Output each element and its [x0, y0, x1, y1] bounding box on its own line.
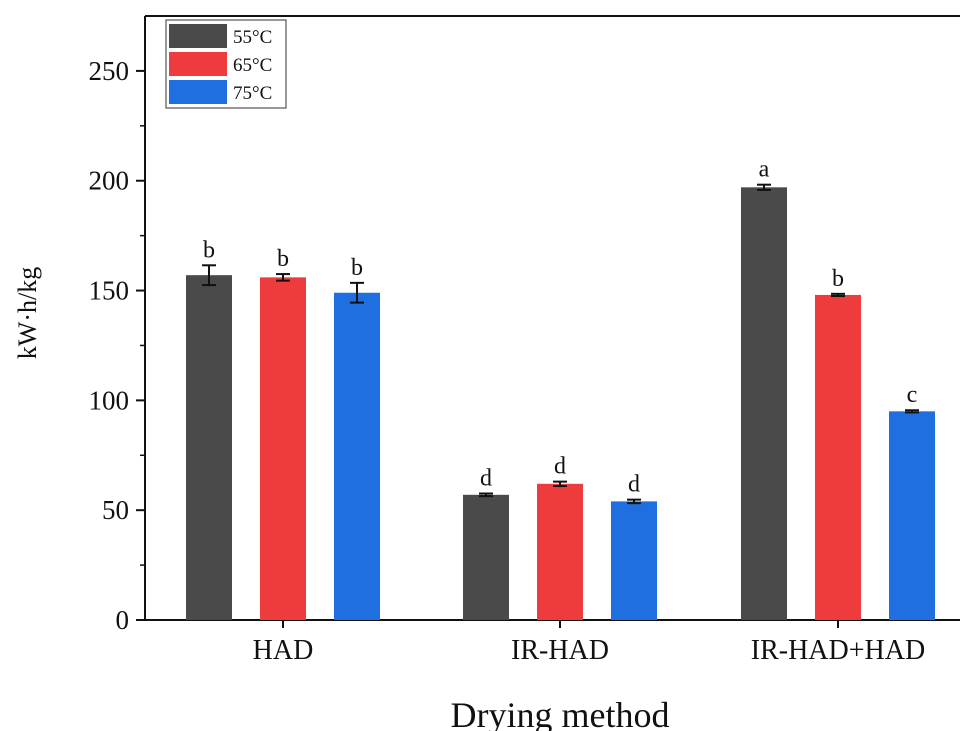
- x-tick-label: HAD: [253, 635, 314, 666]
- x-tick-label: IR-HAD+HAD: [751, 635, 925, 666]
- legend-label: 75°C: [233, 83, 272, 104]
- x-axis-title: Drying method: [451, 695, 670, 731]
- bar: [260, 277, 306, 620]
- y-tick-label: 0: [116, 605, 130, 635]
- legend-label: 55°C: [233, 27, 272, 48]
- x-tick-label: IR-HAD: [511, 635, 609, 666]
- significance-label: d: [628, 472, 640, 498]
- bar: [889, 411, 935, 620]
- bar: [186, 275, 232, 620]
- significance-label: b: [277, 246, 289, 272]
- bar: [611, 501, 657, 620]
- bar: [741, 187, 787, 620]
- legend-swatch: [169, 52, 227, 76]
- y-axis-title: kW·h/kg: [13, 267, 42, 359]
- x-axis: HAD IR-HAD IR-HAD+HAD: [253, 620, 926, 666]
- significance-label: b: [351, 255, 363, 281]
- y-axis: 0 50 100 150 200 250: [89, 56, 146, 635]
- legend-label: 65°C: [233, 55, 272, 76]
- legend-swatch: [169, 80, 227, 104]
- bar: [334, 293, 380, 620]
- y-tick-label: 100: [89, 385, 130, 415]
- legend: 55°C 65°C 75°C: [166, 20, 286, 108]
- y-tick-label: 50: [102, 495, 129, 525]
- significance-label: a: [759, 157, 770, 183]
- significance-label: d: [480, 465, 492, 491]
- significance-label: b: [203, 237, 215, 263]
- significance-label: c: [907, 382, 918, 408]
- significance-label: b: [832, 266, 844, 292]
- significance-label: d: [554, 454, 566, 480]
- bar: [815, 295, 861, 620]
- legend-swatch: [169, 24, 227, 48]
- bars: b b b d d d a b c: [186, 157, 935, 620]
- bar: [463, 495, 509, 620]
- bar: [537, 484, 583, 620]
- y-tick-label: 250: [89, 56, 130, 86]
- y-tick-label: 200: [89, 166, 130, 196]
- y-tick-label: 150: [89, 276, 130, 306]
